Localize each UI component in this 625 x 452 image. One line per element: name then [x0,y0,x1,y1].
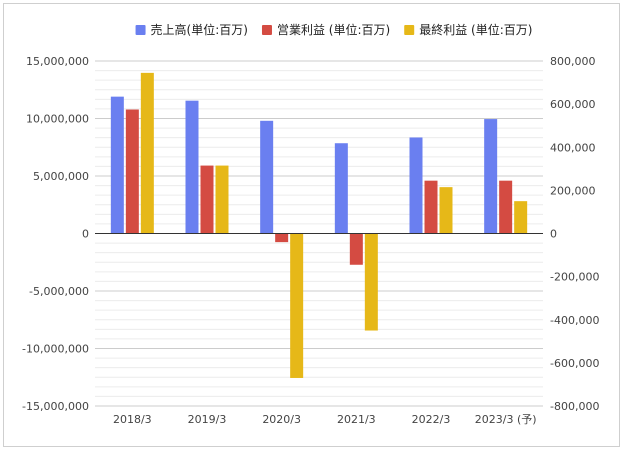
bar [499,180,513,234]
axes: 15,000,000 10,000,000 5,000,000 0 -5,000,000… [22,55,599,426]
right-tick-label: 400,000 [550,141,596,154]
bar [439,187,453,234]
bar [334,143,348,234]
right-tick-label: 200,000 [550,184,596,197]
bar [364,233,378,331]
legend-swatch [261,25,272,35]
left-tick-label: -10,000,000 [22,343,89,356]
bar [424,180,438,234]
legend-label: 営業利益 (単位:百万) [277,22,390,37]
left-tick-label: 10,000,000 [26,113,89,126]
x-tick-label: 2020/3 [262,413,301,426]
left-tick-label: -15,000,000 [22,400,89,413]
left-tick-label: -5,000,000 [29,285,89,298]
bar [110,96,124,234]
bars [110,72,528,378]
bar [125,109,139,234]
bar [215,165,229,234]
right-tick-label: -800,000 [550,400,599,413]
left-tick-label: 15,000,000 [26,55,89,68]
bar [484,119,498,234]
bar [275,233,289,243]
left-tick-label: 5,000,000 [33,170,89,183]
bar [185,100,199,234]
legend: 売上高(単位:百万) 営業利益 (単位:百万) 最終利益 (単位:百万) [135,22,532,37]
bar [260,120,274,234]
x-tick-label: 2023/3 (予) [475,413,537,426]
bar [200,165,214,234]
legend-label: 最終利益 (単位:百万) [419,22,532,37]
right-tick-label: 800,000 [550,55,596,68]
bar [409,137,423,234]
x-tick-label: 2022/3 [412,413,451,426]
legend-swatch [135,25,146,35]
right-tick-label: -400,000 [550,314,599,327]
legend-label: 売上高(単位:百万) [151,22,248,37]
right-tick-label: -600,000 [550,357,599,370]
bar [140,72,154,234]
bar [349,233,363,265]
bar [514,201,528,234]
right-tick-label: 0 [550,228,557,241]
right-tick-label: -200,000 [550,271,599,284]
right-tick-label: 600,000 [550,98,596,111]
x-tick-label: 2019/3 [188,413,227,426]
legend-swatch [404,25,415,35]
x-tick-label: 2021/3 [337,413,376,426]
bar [290,233,304,378]
grid [95,60,543,407]
x-tick-label: 2018/3 [113,413,152,426]
left-tick-label: 0 [82,228,89,241]
